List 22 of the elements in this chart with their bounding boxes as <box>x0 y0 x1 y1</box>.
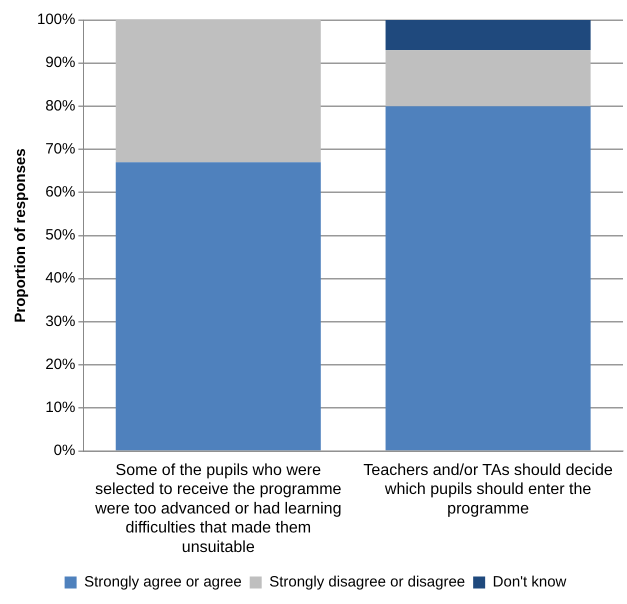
x-tick-label: Some of the pupils who were selected to receive the programme were too advanced or had learning difficulties that made them unsuitable <box>94 462 342 556</box>
y-tick-label: 70% <box>45 140 76 158</box>
bar <box>116 20 321 162</box>
bar <box>386 20 591 50</box>
y-tick-label: 0% <box>54 442 76 460</box>
y-tick-label: 40% <box>45 270 76 287</box>
y-tick-label: 50% <box>45 226 76 244</box>
bar <box>386 106 591 450</box>
y-tick-label: 30% <box>45 312 76 330</box>
y-axis-title: Proportion of responses <box>12 148 30 323</box>
x-tick-label: Teachers and/or TAs should decide which pupils should enter the programme <box>363 462 613 518</box>
legend-label: Strongly agree or agree <box>84 574 242 591</box>
bar <box>116 162 321 450</box>
y-tick-label: 20% <box>45 356 76 373</box>
y-tick-label: 100% <box>36 11 76 28</box>
y-tick-label: 10% <box>45 399 76 416</box>
legend-label: Strongly disagree or disagree <box>269 574 466 591</box>
y-tick-label: 60% <box>45 184 76 201</box>
bar <box>386 50 591 106</box>
y-tick-label: 80% <box>45 97 76 114</box>
y-tick-label: 90% <box>45 54 76 72</box>
legend-label: Don't know <box>492 574 567 591</box>
